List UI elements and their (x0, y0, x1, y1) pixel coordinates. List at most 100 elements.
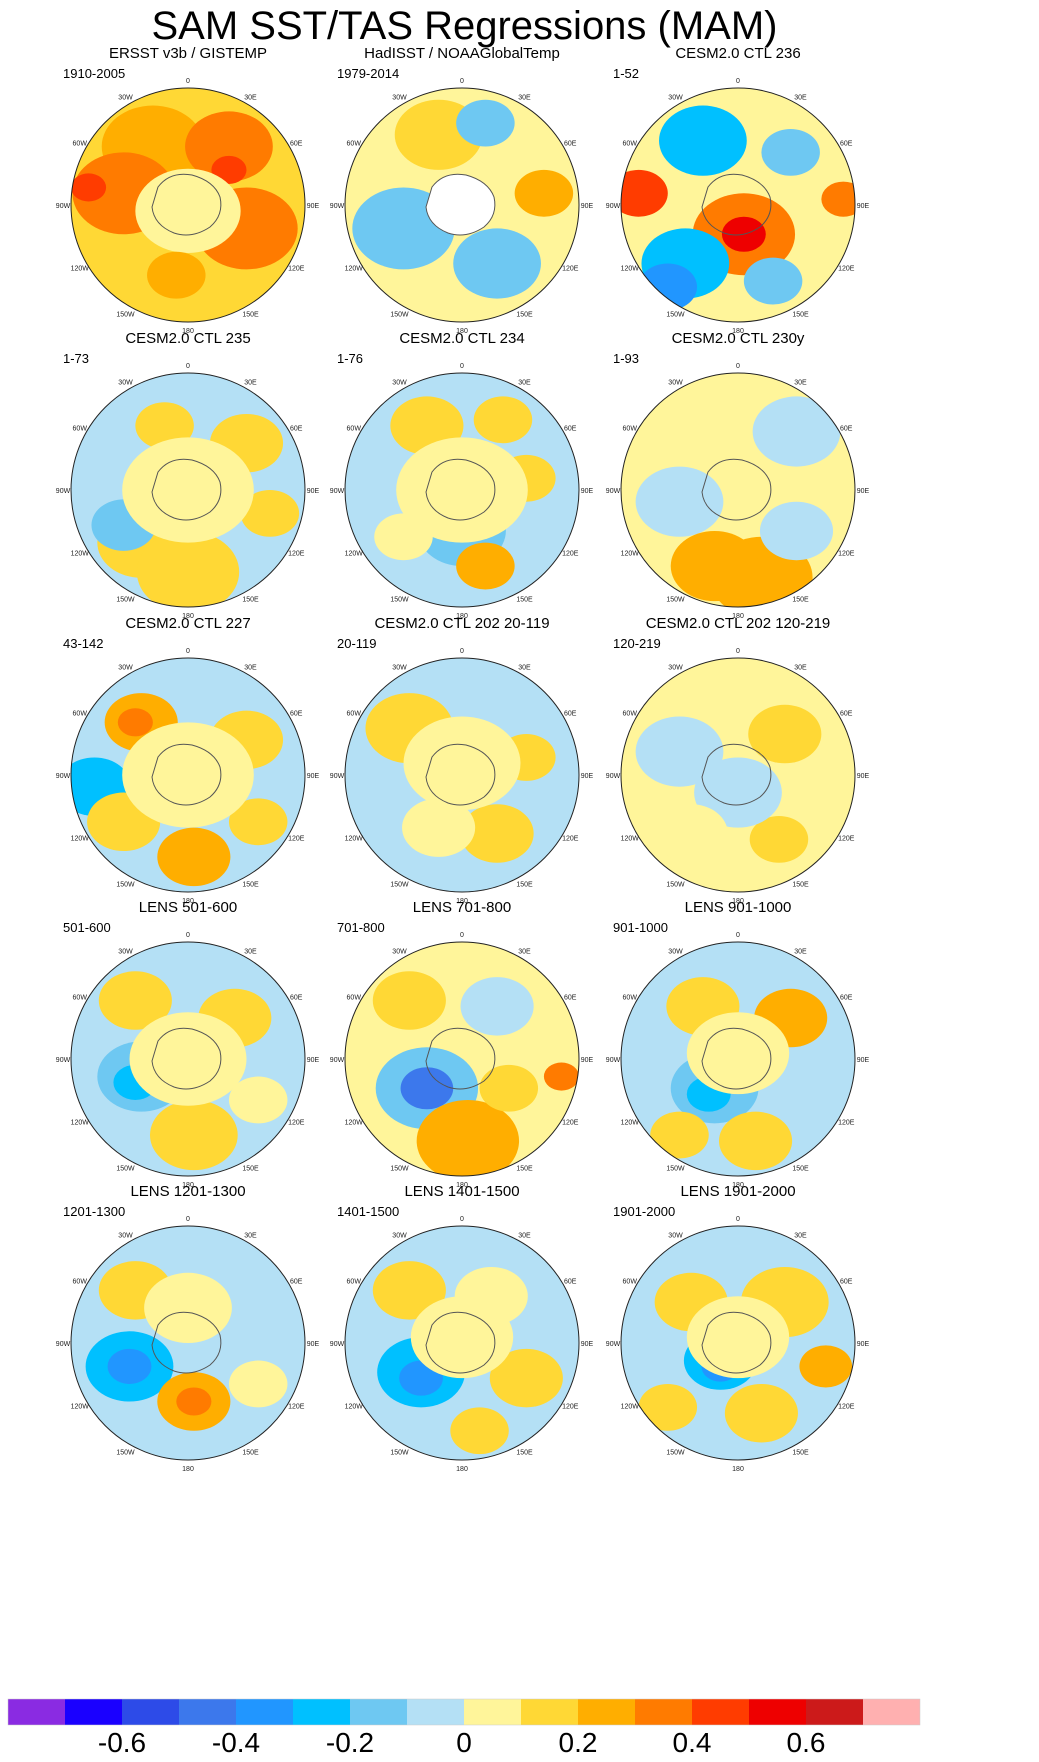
longitude-label: 150E (516, 311, 533, 318)
longitude-label: 30W (392, 380, 407, 387)
longitude-label: 0 (460, 78, 464, 85)
longitude-label: 150E (792, 1165, 809, 1172)
longitude-label: 180 (456, 328, 468, 335)
longitude-label: 30E (244, 949, 257, 956)
anomaly-field (345, 373, 579, 607)
longitude-label: 180 (732, 898, 744, 905)
map-panel: 0 30E 60E 90E 120E 150E 180 150W 120W 90W 60W 30W CE… (330, 615, 594, 905)
longitude-label: 30W (668, 95, 683, 102)
longitude-label: 120W (71, 266, 90, 273)
colorbar-swatch (8, 1699, 65, 1725)
map-panel: 0 30E 60E 90E 120E 150E 180 150W 120W 90W 60W 30W LE… (606, 1183, 870, 1473)
anomaly-contour (403, 716, 521, 811)
anomaly-contour (144, 1272, 232, 1343)
longitude-label: 0 (186, 932, 190, 939)
antarctica-coastline (151, 173, 222, 236)
panel-years: 1979-2014 (337, 66, 399, 81)
anomaly-contour (621, 169, 668, 217)
anomaly-contour (117, 708, 153, 737)
map-panel: 0 30E 60E 90E 120E 150E 180 150W 120W 90W 60W 30W LE… (56, 899, 320, 1189)
anomaly-contour (752, 396, 841, 467)
panel-years: 1-73 (63, 351, 89, 366)
map-panel: 0 30E 60E 90E 120E 150E 180 150W 120W 90W 60W 30W LE… (330, 1183, 594, 1473)
anomaly-contour (135, 402, 194, 450)
anomaly-contour (686, 1012, 790, 1095)
anomaly-contour (670, 530, 759, 602)
colorbar-swatch (635, 1699, 692, 1725)
anomaly-field (71, 942, 305, 1176)
longitude-label: 60W (347, 711, 362, 718)
anomaly-field (345, 1226, 579, 1460)
longitude-label: 60E (564, 426, 577, 433)
anomaly-contour (654, 804, 728, 863)
anomaly-contour (211, 155, 247, 184)
map-border (344, 87, 580, 323)
colorbar-tick-label: 0.2 (559, 1727, 598, 1758)
anomaly-contour (456, 542, 515, 590)
colorbar-swatch (464, 1699, 521, 1725)
longitude-label: 120W (71, 551, 90, 558)
anomaly-contour (402, 798, 476, 857)
panel-title: LENS 901-1000 (685, 899, 792, 916)
longitude-label: 150E (242, 311, 259, 318)
anomaly-contour (416, 1099, 520, 1176)
colorbar-outline (7, 1698, 921, 1726)
panel-years: 1901-2000 (613, 1204, 675, 1219)
longitude-label: 30W (668, 380, 683, 387)
map-panel: 0 30E 60E 90E 120E 150E 180 150W 120W 90W 60W 30W CE… (606, 330, 870, 620)
map-panel: 0 30E 60E 90E 120E 150E 180 150W 120W 90W 60W 30W CE… (56, 615, 320, 905)
map-border (620, 87, 856, 323)
longitude-label: 0 (736, 932, 740, 939)
map-panel: 0 30E 60E 90E 120E 150E 180 150W 120W 90W 60W 30W LE… (330, 899, 594, 1189)
panel-title: LENS 701-800 (413, 899, 511, 916)
longitude-label: 150E (516, 1165, 533, 1172)
figure-title: SAM SST/TAS Regressions (MAM) (151, 4, 778, 48)
longitude-label: 90E (857, 203, 870, 210)
longitude-label: 60E (840, 995, 853, 1002)
anomaly-contour (136, 530, 240, 607)
panel-years: 701-800 (337, 920, 385, 935)
longitude-label: 90W (56, 773, 71, 780)
anomaly-contour (228, 1076, 288, 1124)
longitude-label: 60E (290, 995, 303, 1002)
panel-title: LENS 501-600 (139, 899, 237, 916)
longitude-label: 30W (668, 949, 683, 956)
longitude-label: 30E (244, 1233, 257, 1240)
longitude-label: 90E (857, 1057, 870, 1064)
longitude-label: 180 (732, 613, 744, 620)
colorbar-swatch (863, 1699, 920, 1725)
colorbar-tick-label: -0.2 (326, 1727, 374, 1758)
longitude-label: 30W (392, 949, 407, 956)
longitude-label: 60E (840, 1279, 853, 1286)
longitude-label: 120W (621, 836, 640, 843)
antarctica-coastline (701, 458, 772, 521)
longitude-label: 60E (564, 711, 577, 718)
longitude-label: 120E (838, 1404, 855, 1411)
anomaly-field (621, 373, 855, 607)
anomaly-contour (122, 722, 254, 828)
longitude-label: 0 (460, 1216, 464, 1223)
antarctica-coastline (425, 458, 496, 521)
longitude-label: 90W (330, 773, 345, 780)
longitude-label: 120E (288, 1404, 305, 1411)
longitude-label: 120W (621, 1120, 640, 1127)
longitude-label: 0 (186, 78, 190, 85)
longitude-label: 120E (288, 266, 305, 273)
longitude-label: 150E (792, 1449, 809, 1456)
panel-years: 43-142 (63, 636, 103, 651)
anomaly-contour (185, 111, 273, 182)
map-panel: 0 30E 60E 90E 120E 150E 180 150W 120W 90W 60W 30W CE… (606, 45, 870, 335)
longitude-label: 60E (840, 711, 853, 718)
anomaly-contour (543, 1062, 579, 1091)
longitude-label: 0 (460, 932, 464, 939)
anomaly-contour (759, 501, 834, 561)
longitude-label: 120W (71, 836, 90, 843)
anomaly-contour (107, 1348, 152, 1384)
longitude-label: 30E (244, 665, 257, 672)
longitude-label: 0 (736, 363, 740, 370)
antarctica-coastline (425, 173, 496, 236)
longitude-label: 30W (392, 665, 407, 672)
colorbar-tick-label: 0 (456, 1727, 472, 1758)
longitude-label: 0 (186, 1216, 190, 1223)
